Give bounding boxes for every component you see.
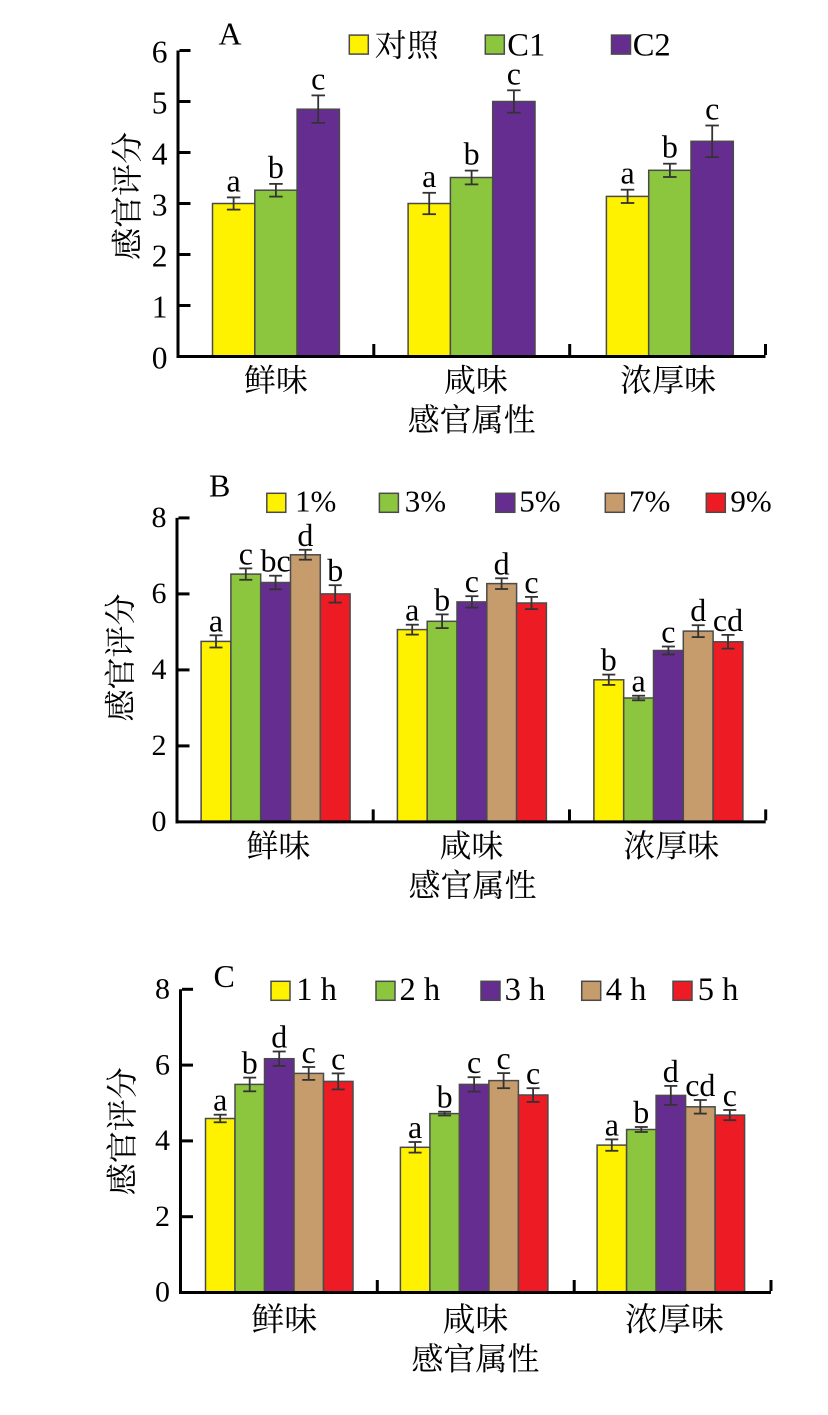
svg-text:2: 2 <box>152 729 167 762</box>
svg-text:8: 8 <box>152 501 167 534</box>
svg-text:C2: C2 <box>633 28 671 64</box>
svg-text:c: c <box>524 564 538 600</box>
svg-text:d: d <box>663 1053 679 1089</box>
svg-text:a: a <box>408 1109 422 1145</box>
svg-text:1: 1 <box>152 290 168 325</box>
svg-text:b: b <box>437 1079 453 1115</box>
svg-text:b: b <box>633 1094 649 1130</box>
svg-text:6: 6 <box>155 1048 170 1081</box>
svg-text:c: c <box>302 1034 316 1070</box>
svg-text:3: 3 <box>152 188 168 223</box>
svg-text:d: d <box>271 1019 287 1055</box>
svg-text:2: 2 <box>152 239 168 274</box>
svg-text:c: c <box>496 1040 510 1076</box>
svg-text:6: 6 <box>152 35 168 70</box>
svg-text:0: 0 <box>155 1276 170 1309</box>
svg-text:cd: cd <box>713 602 743 638</box>
svg-text:a: a <box>405 592 419 628</box>
svg-text:b: b <box>327 552 343 588</box>
svg-text:b: b <box>242 1045 258 1081</box>
svg-text:c: c <box>239 535 253 571</box>
svg-text:8: 8 <box>155 973 170 1006</box>
svg-text:b: b <box>434 581 450 617</box>
svg-text:c: c <box>331 1040 345 1076</box>
svg-text:6: 6 <box>152 577 167 610</box>
svg-text:5%: 5% <box>519 484 560 519</box>
svg-text:C1: C1 <box>507 28 545 64</box>
svg-text:bc: bc <box>260 543 290 579</box>
svg-text:C: C <box>214 958 235 994</box>
svg-text:2 h: 2 h <box>400 972 441 1008</box>
svg-text:4: 4 <box>155 1124 170 1157</box>
svg-text:c: c <box>467 1044 481 1080</box>
svg-text:a: a <box>213 1082 227 1118</box>
svg-text:c: c <box>465 563 479 599</box>
svg-text:b: b <box>662 129 678 165</box>
svg-text:4: 4 <box>152 137 168 172</box>
svg-text:4 h: 4 h <box>606 972 647 1008</box>
svg-text:c: c <box>507 55 521 91</box>
svg-text:0: 0 <box>152 805 167 838</box>
svg-text:a: a <box>605 1106 619 1142</box>
svg-text:5: 5 <box>152 86 168 121</box>
svg-text:3 h: 3 h <box>505 972 546 1008</box>
svg-text:b: b <box>601 642 617 678</box>
svg-text:1 h: 1 h <box>296 972 337 1008</box>
svg-text:5 h: 5 h <box>698 972 739 1008</box>
svg-text:c: c <box>723 1077 737 1113</box>
svg-text:a: a <box>209 602 223 638</box>
svg-text:d: d <box>297 517 313 553</box>
svg-text:1%: 1% <box>295 484 336 519</box>
svg-text:0: 0 <box>152 341 168 376</box>
svg-text:c: c <box>526 1055 540 1091</box>
svg-text:7%: 7% <box>629 484 670 519</box>
svg-text:c: c <box>311 60 325 96</box>
svg-text:c: c <box>661 614 675 650</box>
svg-text:2: 2 <box>155 1200 170 1233</box>
svg-text:a: a <box>422 158 436 194</box>
svg-text:a: a <box>620 155 634 191</box>
svg-text:c: c <box>705 91 719 127</box>
svg-text:B: B <box>209 467 230 503</box>
svg-text:b: b <box>268 149 284 185</box>
svg-text:d: d <box>494 545 510 581</box>
svg-text:a: a <box>226 162 240 198</box>
svg-text:cd: cd <box>685 1067 715 1103</box>
svg-text:d: d <box>690 592 706 628</box>
svg-text:9%: 9% <box>730 484 771 519</box>
svg-text:a: a <box>631 663 645 699</box>
svg-text:b: b <box>464 136 480 172</box>
svg-text:4: 4 <box>152 653 167 686</box>
svg-text:3%: 3% <box>405 484 446 519</box>
svg-text:A: A <box>219 15 242 51</box>
